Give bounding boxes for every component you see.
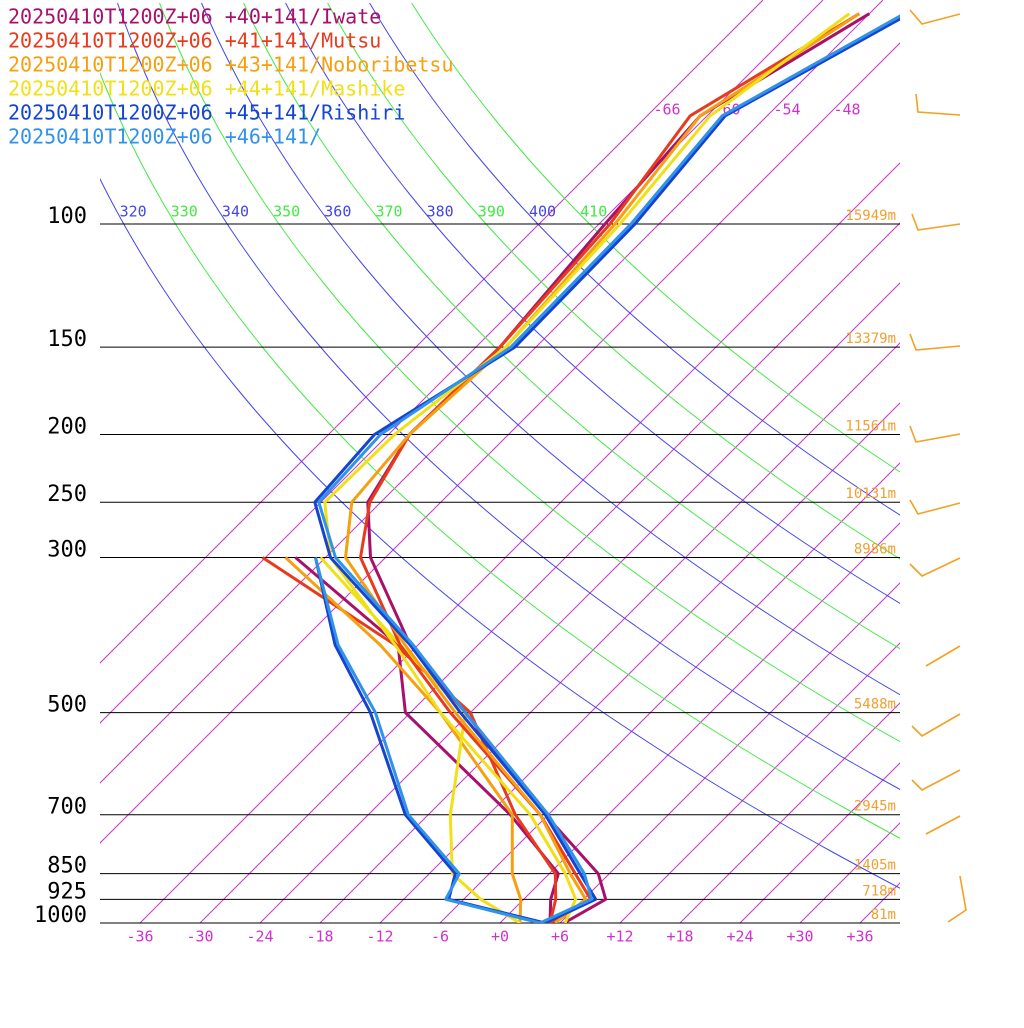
legend-entry: 20250410T1200Z+06 +46+141/: [8, 125, 321, 149]
wind-barb: [916, 94, 960, 115]
height-label: 15949m: [845, 208, 896, 224]
isentrope-label: 350: [273, 203, 300, 221]
x-tick-label: +30: [786, 928, 813, 946]
x-tick-label: -36: [126, 928, 153, 946]
isotherm: [560, 0, 1024, 923]
wind-barb: [948, 876, 966, 922]
wind-barb: [910, 334, 960, 350]
y-tick-label: 500: [47, 693, 87, 718]
x-tick-label: -30: [186, 928, 213, 946]
isotherm: [680, 0, 1024, 923]
isotherm: [440, 0, 1024, 923]
axes: -36 -30 -24 -18 -12 -6 +0 +6 +12 +18 +24 +30 +36 -66 -…: [34, 101, 900, 946]
height-label: 5488m: [854, 697, 896, 713]
x-tick-label: +0: [491, 928, 509, 946]
wind-barbs: [910, 10, 966, 922]
legend: 20250410T1200Z+06 +40+141/Iwate20250410T…: [8, 5, 454, 149]
wind-barb: [910, 10, 960, 24]
isentrope-label: 340: [222, 203, 249, 221]
temperature-line: [361, 14, 860, 923]
x-tick-label: -12: [366, 928, 393, 946]
isentrope-label: 370: [375, 203, 402, 221]
temperature-line: [368, 14, 870, 923]
legend-entry: 20250410T1200Z+06 +44+141/Mashike: [8, 77, 405, 101]
legend-entry: 20250410T1200Z+06 +41+141/Mutsu: [8, 29, 381, 53]
isentrope-label: 330: [171, 203, 198, 221]
legend-entry: 20250410T1200Z+06 +40+141/Iwate: [8, 5, 381, 29]
dewpoint-line: [316, 558, 541, 924]
isentrope-label: 410: [580, 203, 607, 221]
isentrope-label: 390: [478, 203, 505, 221]
wind-barb: [926, 646, 960, 666]
height-label: 8986m: [854, 542, 896, 558]
isotherm: [740, 0, 1024, 923]
isentrope-label: 360: [324, 203, 351, 221]
profiles: [263, 14, 910, 923]
isentrope: [370, 3, 1024, 923]
height-label: 1405m: [854, 858, 896, 874]
y-tick-label: 200: [47, 414, 87, 439]
height-label: 13379m: [845, 331, 896, 347]
height-label: 718m: [862, 883, 896, 899]
y-tick-label: 100: [47, 204, 87, 229]
height-label: 2945m: [854, 799, 896, 815]
dewpoint-line: [296, 558, 559, 924]
isotherm: [260, 0, 1024, 923]
height-label: 10131m: [845, 486, 896, 502]
wind-barb: [912, 214, 960, 230]
x-tick-label: +12: [606, 928, 633, 946]
y-tick-label: 1000: [34, 903, 87, 928]
temperature-line: [346, 14, 860, 923]
isentrope-label: 320: [120, 203, 147, 221]
wind-barb: [910, 500, 960, 514]
isentrope-label: 380: [427, 203, 454, 221]
y-tick-label: 300: [47, 538, 87, 563]
temperature-line: [315, 14, 910, 923]
x-tick-label: +36: [846, 928, 873, 946]
x-tick-label: -6: [431, 928, 449, 946]
y-tick-label: 700: [47, 795, 87, 820]
wind-barb: [912, 770, 960, 790]
isentrope: [202, 3, 1024, 923]
isentrope-label: 400: [529, 203, 556, 221]
y-tick-label: 925: [47, 879, 87, 904]
isotherm-label: -54: [773, 101, 800, 119]
temperature-line: [325, 14, 850, 923]
x-tick-label: +18: [666, 928, 693, 946]
legend-entry: 20250410T1200Z+06 +45+141/Rishiri: [8, 101, 405, 125]
wind-barb: [912, 714, 960, 736]
isotherm-label: -66: [653, 101, 680, 119]
wind-barb: [910, 558, 960, 576]
x-tick-label: -18: [306, 928, 333, 946]
isotherm-label: -48: [833, 101, 860, 119]
isotherm: [200, 0, 1024, 923]
legend-entry: 20250410T1200Z+06 +43+141/Noboribetsu: [8, 53, 454, 77]
wind-barb: [910, 426, 960, 442]
x-tick-label: -24: [246, 928, 273, 946]
dewpoint-line: [321, 558, 521, 924]
y-tick-label: 150: [47, 327, 87, 352]
wind-barb: [926, 816, 960, 834]
height-label: 11561m: [845, 418, 896, 434]
y-tick-label: 250: [47, 482, 87, 507]
y-tick-label: 850: [47, 854, 87, 879]
x-tick-label: +24: [726, 928, 753, 946]
height-label: 81m: [871, 907, 896, 923]
x-tick-label: +6: [551, 928, 569, 946]
isotherm: [800, 0, 1024, 923]
